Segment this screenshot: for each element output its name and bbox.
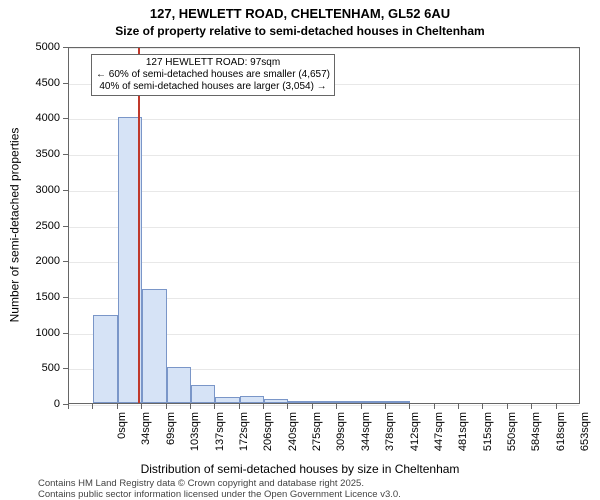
grid-line: [69, 119, 579, 120]
annotation-box: 127 HEWLETT ROAD: 97sqm← 60% of semi-det…: [91, 54, 335, 96]
x-tick-label: 447sqm: [433, 412, 445, 462]
x-tick-label: 481sqm: [457, 412, 469, 462]
x-tick-label: 240sqm: [287, 412, 299, 462]
histogram-bar: [191, 385, 215, 403]
x-tick-label: 618sqm: [555, 412, 567, 462]
annotation-line: ← 60% of semi-detached houses are smalle…: [96, 69, 330, 81]
histogram-bar: [337, 401, 361, 403]
histogram-bar: [215, 397, 239, 403]
x-tick: [482, 404, 483, 409]
x-tick-label: 412sqm: [409, 412, 421, 462]
x-tick-label: 137sqm: [214, 412, 226, 462]
x-tick: [312, 404, 313, 409]
histogram-bar: [240, 396, 264, 403]
grid-line: [69, 155, 579, 156]
grid-line: [69, 191, 579, 192]
annotation-line: 40% of semi-detached houses are larger (…: [96, 81, 330, 93]
x-tick: [336, 404, 337, 409]
y-tick: [63, 190, 68, 191]
y-tick: [63, 333, 68, 334]
y-tick: [63, 297, 68, 298]
y-tick-label: 1000: [0, 327, 60, 339]
histogram-bar: [93, 315, 117, 403]
histogram-bar: [386, 401, 410, 403]
x-tick-label: 344sqm: [360, 412, 372, 462]
x-tick-label: 0sqm: [116, 412, 128, 462]
y-tick-label: 1500: [0, 291, 60, 303]
x-tick: [68, 404, 69, 409]
x-tick-label: 69sqm: [165, 412, 177, 462]
y-tick-label: 3000: [0, 184, 60, 196]
x-tick: [434, 404, 435, 409]
x-tick-label: 378sqm: [384, 412, 396, 462]
x-tick-label: 515sqm: [482, 412, 494, 462]
grid-line: [69, 405, 579, 406]
grid-line: [69, 48, 579, 49]
x-tick-label: 550sqm: [506, 412, 518, 462]
y-tick: [63, 47, 68, 48]
x-tick-label: 34sqm: [140, 412, 152, 462]
x-tick: [190, 404, 191, 409]
x-tick: [409, 404, 410, 409]
x-axis-title: Distribution of semi-detached houses by …: [0, 462, 600, 476]
x-tick: [117, 404, 118, 409]
footer-line-2: Contains public sector information licen…: [38, 489, 401, 500]
y-tick: [63, 83, 68, 84]
x-tick: [556, 404, 557, 409]
grid-line: [69, 227, 579, 228]
footer-line-1: Contains HM Land Registry data © Crown c…: [38, 478, 364, 489]
plot-area: 127 HEWLETT ROAD: 97sqm← 60% of semi-det…: [68, 47, 580, 404]
x-tick-label: 275sqm: [311, 412, 323, 462]
y-tick: [63, 118, 68, 119]
property-marker-line: [138, 48, 140, 403]
chart-container: 127, HEWLETT ROAD, CHELTENHAM, GL52 6AU …: [0, 0, 600, 500]
x-tick: [385, 404, 386, 409]
y-tick-label: 5000: [0, 41, 60, 53]
x-tick-label: 584sqm: [530, 412, 542, 462]
y-tick: [63, 154, 68, 155]
x-tick: [239, 404, 240, 409]
x-tick-label: 206sqm: [262, 412, 274, 462]
x-tick-label: 172sqm: [238, 412, 250, 462]
y-tick: [63, 261, 68, 262]
y-tick-label: 3500: [0, 148, 60, 160]
x-tick-label: 309sqm: [335, 412, 347, 462]
y-tick: [63, 226, 68, 227]
y-tick-label: 4000: [0, 112, 60, 124]
x-tick-label: 653sqm: [579, 412, 591, 462]
y-tick-label: 2000: [0, 255, 60, 267]
x-tick: [531, 404, 532, 409]
x-tick: [263, 404, 264, 409]
histogram-bar: [362, 401, 386, 403]
histogram-bar: [142, 289, 166, 403]
histogram-bar: [313, 401, 337, 403]
histogram-bar: [288, 401, 312, 403]
x-tick: [141, 404, 142, 409]
title-line-1: 127, HEWLETT ROAD, CHELTENHAM, GL52 6AU: [0, 6, 600, 21]
x-tick: [287, 404, 288, 409]
y-tick-label: 4500: [0, 77, 60, 89]
x-tick: [166, 404, 167, 409]
y-tick: [63, 368, 68, 369]
annotation-line: 127 HEWLETT ROAD: 97sqm: [96, 57, 330, 69]
histogram-bar: [264, 399, 288, 403]
y-tick-label: 500: [0, 362, 60, 374]
histogram-bar: [167, 367, 191, 403]
y-tick-label: 0: [0, 398, 60, 410]
y-tick-label: 2500: [0, 220, 60, 232]
x-tick: [507, 404, 508, 409]
x-tick-label: 103sqm: [189, 412, 201, 462]
x-tick: [361, 404, 362, 409]
x-tick: [214, 404, 215, 409]
grid-line: [69, 262, 579, 263]
x-tick: [92, 404, 93, 409]
title-line-2: Size of property relative to semi-detach…: [0, 24, 600, 38]
x-tick: [458, 404, 459, 409]
